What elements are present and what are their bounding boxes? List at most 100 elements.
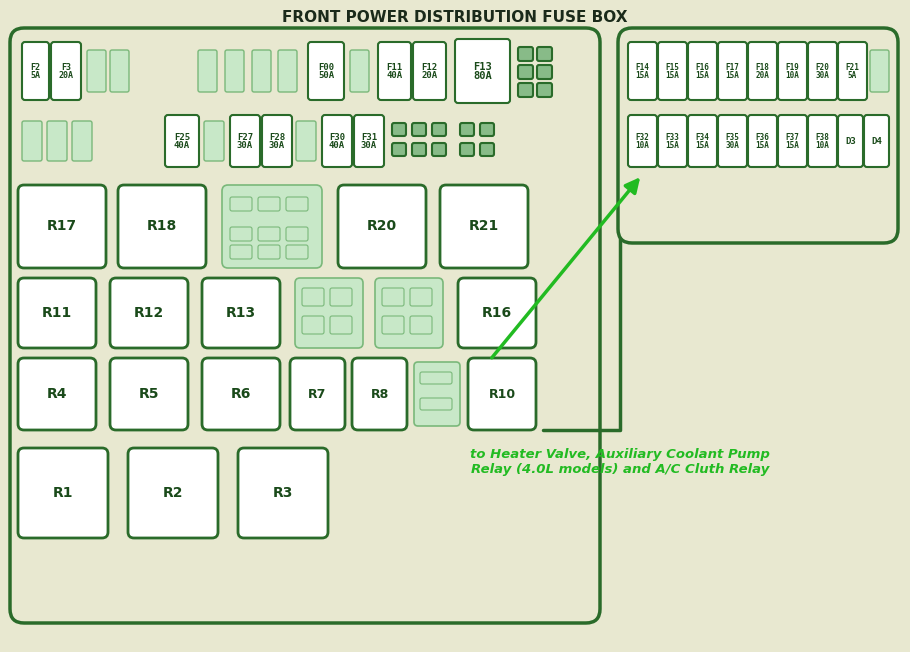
FancyBboxPatch shape bbox=[460, 143, 474, 156]
Text: R3: R3 bbox=[273, 486, 293, 500]
FancyBboxPatch shape bbox=[628, 42, 657, 100]
Text: F12: F12 bbox=[421, 63, 438, 72]
Text: 40A: 40A bbox=[174, 141, 190, 151]
FancyBboxPatch shape bbox=[225, 50, 244, 92]
Text: F14: F14 bbox=[635, 63, 650, 72]
Text: 15A: 15A bbox=[665, 141, 680, 151]
FancyBboxPatch shape bbox=[458, 278, 536, 348]
FancyBboxPatch shape bbox=[330, 288, 352, 306]
Text: R7: R7 bbox=[308, 387, 327, 400]
Text: 15A: 15A bbox=[665, 72, 680, 80]
FancyBboxPatch shape bbox=[518, 83, 533, 97]
FancyBboxPatch shape bbox=[414, 362, 460, 426]
Text: 5A: 5A bbox=[848, 72, 857, 80]
Text: D4: D4 bbox=[871, 136, 882, 145]
FancyBboxPatch shape bbox=[748, 42, 777, 100]
FancyBboxPatch shape bbox=[204, 121, 224, 161]
Text: 5A: 5A bbox=[31, 72, 41, 80]
FancyBboxPatch shape bbox=[688, 115, 717, 167]
FancyBboxPatch shape bbox=[392, 143, 406, 156]
Text: 15A: 15A bbox=[725, 72, 740, 80]
Text: 10A: 10A bbox=[635, 141, 650, 151]
FancyBboxPatch shape bbox=[238, 448, 328, 538]
Text: F34: F34 bbox=[695, 132, 710, 141]
FancyBboxPatch shape bbox=[18, 185, 106, 268]
Text: 80A: 80A bbox=[473, 71, 492, 81]
Text: F32: F32 bbox=[635, 132, 650, 141]
FancyBboxPatch shape bbox=[22, 121, 42, 161]
FancyBboxPatch shape bbox=[110, 278, 188, 348]
FancyBboxPatch shape bbox=[778, 42, 807, 100]
Text: F30: F30 bbox=[329, 132, 345, 141]
FancyBboxPatch shape bbox=[47, 121, 67, 161]
FancyBboxPatch shape bbox=[468, 358, 536, 430]
FancyBboxPatch shape bbox=[230, 115, 260, 167]
FancyBboxPatch shape bbox=[87, 50, 106, 92]
Text: F37: F37 bbox=[785, 132, 800, 141]
Text: 15A: 15A bbox=[695, 72, 710, 80]
Text: F15: F15 bbox=[665, 63, 680, 72]
FancyBboxPatch shape bbox=[330, 316, 352, 334]
Text: 30A: 30A bbox=[361, 141, 377, 151]
FancyBboxPatch shape bbox=[230, 197, 252, 211]
Text: F20: F20 bbox=[815, 63, 829, 72]
Text: R1: R1 bbox=[53, 486, 73, 500]
FancyBboxPatch shape bbox=[378, 42, 411, 100]
FancyBboxPatch shape bbox=[808, 42, 837, 100]
FancyBboxPatch shape bbox=[18, 358, 96, 430]
Text: R21: R21 bbox=[469, 220, 499, 233]
FancyBboxPatch shape bbox=[412, 143, 426, 156]
FancyBboxPatch shape bbox=[537, 47, 552, 61]
Text: F00: F00 bbox=[318, 63, 334, 72]
Text: 10A: 10A bbox=[785, 72, 800, 80]
FancyBboxPatch shape bbox=[870, 50, 889, 92]
FancyBboxPatch shape bbox=[413, 42, 446, 100]
FancyBboxPatch shape bbox=[18, 448, 108, 538]
FancyBboxPatch shape bbox=[286, 245, 308, 259]
FancyBboxPatch shape bbox=[18, 278, 96, 348]
Text: R2: R2 bbox=[163, 486, 183, 500]
FancyBboxPatch shape bbox=[198, 50, 217, 92]
Text: D3: D3 bbox=[845, 136, 856, 145]
FancyBboxPatch shape bbox=[375, 278, 443, 348]
Text: F19: F19 bbox=[785, 63, 800, 72]
FancyBboxPatch shape bbox=[455, 39, 510, 103]
Text: 15A: 15A bbox=[635, 72, 650, 80]
Text: F16: F16 bbox=[695, 63, 710, 72]
FancyBboxPatch shape bbox=[286, 197, 308, 211]
FancyBboxPatch shape bbox=[808, 115, 837, 167]
Text: R4: R4 bbox=[46, 387, 67, 401]
Text: R5: R5 bbox=[138, 387, 159, 401]
FancyBboxPatch shape bbox=[308, 42, 344, 100]
Text: 15A: 15A bbox=[755, 141, 770, 151]
FancyBboxPatch shape bbox=[838, 42, 867, 100]
Text: FRONT POWER DISTRIBUTION FUSE BOX: FRONT POWER DISTRIBUTION FUSE BOX bbox=[282, 10, 628, 25]
Text: 30A: 30A bbox=[269, 141, 285, 151]
Text: R20: R20 bbox=[367, 220, 397, 233]
Text: F27: F27 bbox=[237, 132, 253, 141]
FancyBboxPatch shape bbox=[658, 42, 687, 100]
FancyBboxPatch shape bbox=[262, 115, 292, 167]
Text: R16: R16 bbox=[482, 306, 512, 320]
Text: F2: F2 bbox=[31, 63, 41, 72]
FancyBboxPatch shape bbox=[230, 245, 252, 259]
FancyBboxPatch shape bbox=[382, 288, 404, 306]
FancyBboxPatch shape bbox=[278, 50, 297, 92]
Text: F3: F3 bbox=[61, 63, 71, 72]
FancyBboxPatch shape bbox=[537, 65, 552, 79]
FancyBboxPatch shape bbox=[322, 115, 352, 167]
FancyBboxPatch shape bbox=[748, 115, 777, 167]
FancyBboxPatch shape bbox=[392, 123, 406, 136]
FancyBboxPatch shape bbox=[432, 123, 446, 136]
Text: F25: F25 bbox=[174, 132, 190, 141]
Text: F17: F17 bbox=[725, 63, 740, 72]
Text: R6: R6 bbox=[231, 387, 251, 401]
FancyBboxPatch shape bbox=[410, 288, 432, 306]
FancyBboxPatch shape bbox=[302, 288, 324, 306]
Text: 15A: 15A bbox=[785, 141, 800, 151]
FancyBboxPatch shape bbox=[864, 115, 889, 167]
FancyBboxPatch shape bbox=[110, 50, 129, 92]
Text: F18: F18 bbox=[755, 63, 770, 72]
FancyBboxPatch shape bbox=[480, 143, 494, 156]
FancyBboxPatch shape bbox=[618, 28, 898, 243]
